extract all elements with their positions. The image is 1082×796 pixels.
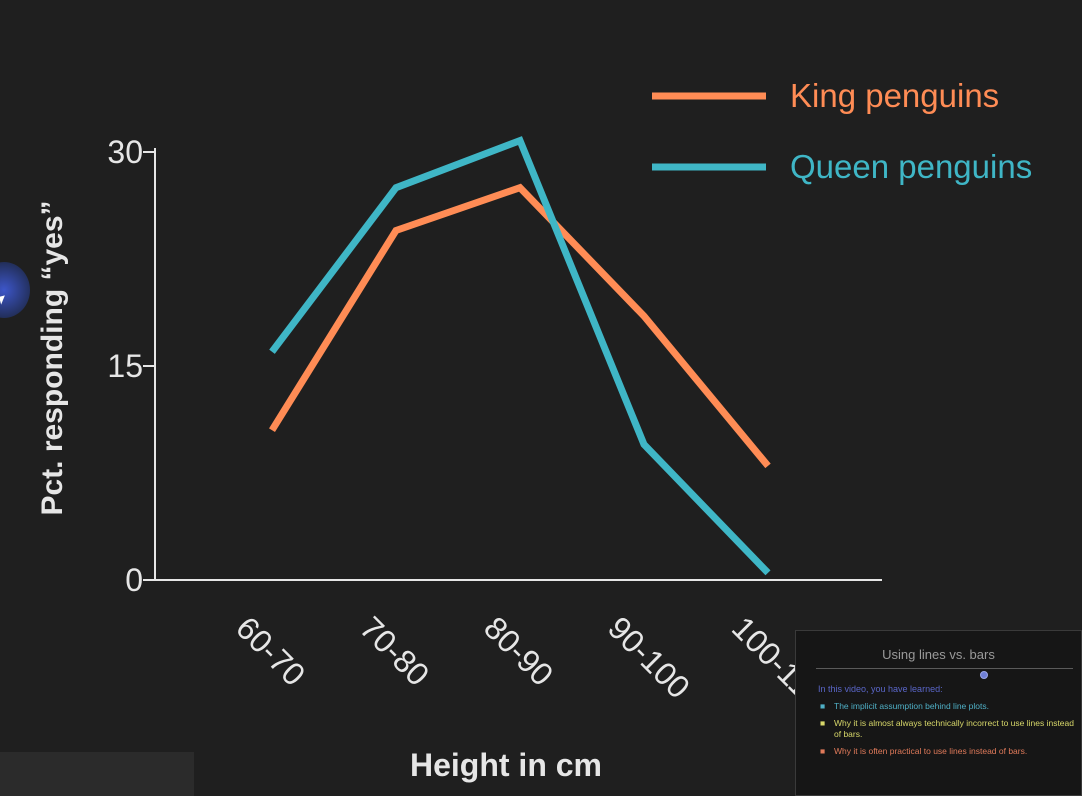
y-tick-label: 0 <box>125 562 143 598</box>
legend: King penguins Queen penguins <box>652 77 1032 185</box>
thumbnail-progress-dot <box>980 671 988 679</box>
thumbnail-item-text: The implicit assumption behind line plot… <box>834 701 989 711</box>
x-tick-label: 60-70 <box>229 609 312 692</box>
thumbnail-list-item: ■ Why it is almost always technically inc… <box>820 718 1076 740</box>
series-line-king-penguins <box>269 183 771 469</box>
series-layer <box>269 136 771 576</box>
x-tick-label: 80-90 <box>477 609 560 692</box>
x-tick-label: 70-80 <box>353 609 436 692</box>
y-tick-label: 30 <box>107 134 143 170</box>
x-axis-label: Height in cm <box>410 747 602 783</box>
thumbnail-divider <box>816 668 1073 669</box>
bullet-icon: ■ <box>820 718 826 728</box>
thumbnail-item-text: Why it is often practical to use lines i… <box>834 746 1028 756</box>
series-line-queen-penguins <box>269 136 771 576</box>
x-tick-label: 90-100 <box>601 609 697 705</box>
bullet-icon: ■ <box>820 746 826 756</box>
y-tick-label: 15 <box>107 348 143 384</box>
next-video-thumbnail[interactable]: Using lines vs. bars In this video, you … <box>795 630 1082 796</box>
thumbnail-item-text: Why it is almost always technically inco… <box>834 718 1074 739</box>
thumbnail-list: ■ The implicit assumption behind line plo… <box>820 701 1076 763</box>
thumbnail-title: Using lines vs. bars <box>882 647 995 662</box>
legend-label: Queen penguins <box>790 148 1032 185</box>
legend-label: King penguins <box>790 77 999 114</box>
player-control-bar <box>0 752 194 796</box>
thumbnail-list-item: ■ The implicit assumption behind line plo… <box>820 701 1076 712</box>
thumbnail-intro: In this video, you have learned: <box>818 684 943 694</box>
bullet-icon: ■ <box>820 701 826 711</box>
y-axis-label: Pct. responding “yes” <box>36 200 69 515</box>
thumbnail-list-item: ■ Why it is often practical to use lines … <box>820 746 1076 757</box>
